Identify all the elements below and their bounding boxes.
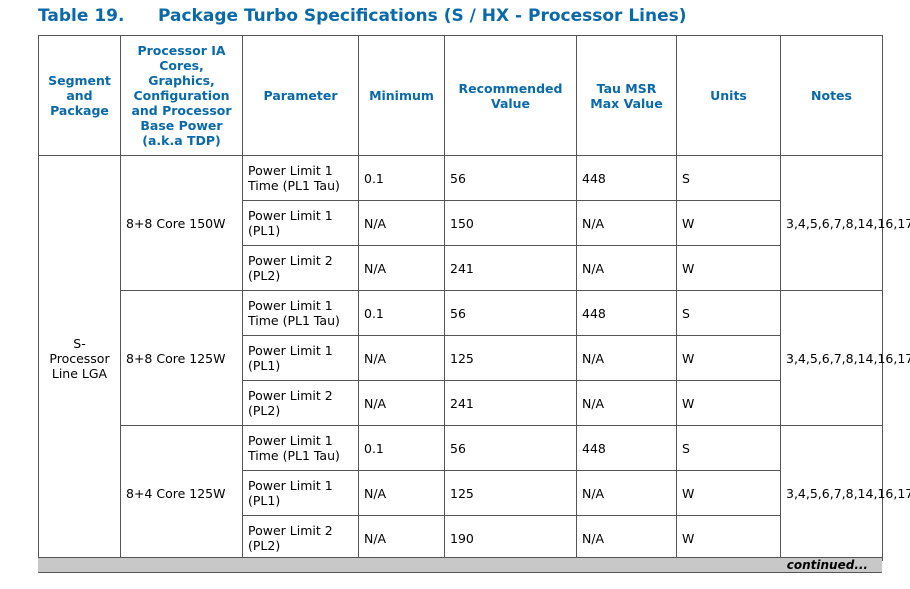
config-cell: 8+4 Core 125W	[120, 425, 243, 561]
parameter-cell: Power Limit 1 (PL1)	[242, 335, 359, 381]
notes-cell: 3,4,5,6,7,8,14,16,17	[780, 290, 910, 426]
table-row: 8+4 Core 125W Power Limit 1 Time (PL1 Ta…	[39, 425, 910, 561]
header-units: Units	[676, 35, 781, 156]
header-config: Processor IA Cores, Graphics, Configurat…	[120, 35, 243, 156]
table-row: Power Limit 2 (PL2) N/A 241 N/A W	[39, 380, 883, 426]
tau-max-cell: 448	[576, 155, 677, 201]
minimum-cell: N/A	[358, 380, 445, 426]
recommended-cell: 56	[444, 290, 577, 336]
minimum-cell: 0.1	[358, 155, 445, 201]
parameter-cell: Power Limit 2 (PL2)	[242, 245, 359, 291]
header-notes: Notes	[780, 35, 883, 156]
continued-label: continued...	[786, 558, 868, 572]
units-cell: S	[676, 425, 781, 471]
units-cell: W	[676, 380, 781, 426]
table-number: Table 19.	[38, 6, 125, 26]
tau-max-cell: 448	[576, 425, 677, 471]
parameter-cell: Power Limit 1 Time (PL1 Tau)	[242, 155, 359, 201]
recommended-cell: 125	[444, 335, 577, 381]
parameter-cell: Power Limit 1 (PL1)	[242, 470, 359, 516]
recommended-cell: 241	[444, 380, 577, 426]
header-parameter: Parameter	[242, 35, 359, 156]
units-cell: W	[676, 200, 781, 246]
units-cell: S	[676, 290, 781, 336]
table-row: Power Limit 1 (PL1) N/A 125 N/A W	[39, 470, 883, 516]
tau-max-cell: N/A	[576, 335, 677, 381]
units-cell: W	[676, 245, 781, 291]
parameter-cell: Power Limit 1 (PL1)	[242, 200, 359, 246]
minimum-cell: N/A	[358, 470, 445, 516]
config-cell: 8+8 Core 150W	[120, 155, 243, 291]
notes-cell: 3,4,5,6,7,8,14,16,17	[780, 155, 910, 291]
table-row: Power Limit 2 (PL2) N/A 241 N/A W	[39, 245, 883, 291]
minimum-cell: 0.1	[358, 425, 445, 471]
recommended-cell: 125	[444, 470, 577, 516]
header-minimum: Minimum	[358, 35, 445, 156]
minimum-cell: N/A	[358, 515, 445, 561]
tau-max-cell: N/A	[576, 245, 677, 291]
parameter-cell: Power Limit 1 Time (PL1 Tau)	[242, 425, 359, 471]
recommended-cell: 56	[444, 425, 577, 471]
units-cell: S	[676, 155, 781, 201]
tau-max-cell: 448	[576, 290, 677, 336]
package-turbo-table: Segment and Package Processor IA Cores, …	[38, 35, 910, 561]
recommended-cell: 241	[444, 245, 577, 291]
header-tau-max: Tau MSR Max Value	[576, 35, 677, 156]
table-row: Power Limit 1 (PL1) N/A 125 N/A W	[39, 335, 883, 381]
config-cell: 8+8 Core 125W	[120, 290, 243, 426]
table-row: Power Limit 2 (PL2) N/A 190 N/A W	[39, 515, 883, 561]
segment-cell: S-Processor Line LGA	[38, 155, 121, 561]
continued-bar: continued...	[38, 557, 882, 573]
table-row: S-Processor Line LGA 8+8 Core 150W Power…	[38, 155, 910, 561]
tau-max-cell: N/A	[576, 515, 677, 561]
recommended-cell: 56	[444, 155, 577, 201]
parameter-cell: Power Limit 2 (PL2)	[242, 380, 359, 426]
units-cell: W	[676, 515, 781, 561]
minimum-cell: 0.1	[358, 290, 445, 336]
parameter-cell: Power Limit 1 Time (PL1 Tau)	[242, 290, 359, 336]
recommended-cell: 150	[444, 200, 577, 246]
units-cell: W	[676, 335, 781, 381]
tau-max-cell: N/A	[576, 200, 677, 246]
units-cell: W	[676, 470, 781, 516]
header-segment: Segment and Package	[38, 35, 121, 156]
minimum-cell: N/A	[358, 245, 445, 291]
minimum-cell: N/A	[358, 335, 445, 381]
table-title: Package Turbo Specifications (S / HX - P…	[158, 6, 687, 26]
table-row: Power Limit 1 (PL1) N/A 150 N/A W	[39, 200, 883, 246]
minimum-cell: N/A	[358, 200, 445, 246]
table-row: 8+8 Core 125W Power Limit 1 Time (PL1 Ta…	[39, 290, 910, 426]
recommended-cell: 190	[444, 515, 577, 561]
header-row: Segment and Package Processor IA Cores, …	[38, 35, 883, 156]
tau-max-cell: N/A	[576, 470, 677, 516]
parameter-cell: Power Limit 2 (PL2)	[242, 515, 359, 561]
notes-cell: 3,4,5,6,7,8,14,16,17	[780, 425, 910, 561]
tau-max-cell: N/A	[576, 380, 677, 426]
header-recommended: Recommended Value	[444, 35, 577, 156]
